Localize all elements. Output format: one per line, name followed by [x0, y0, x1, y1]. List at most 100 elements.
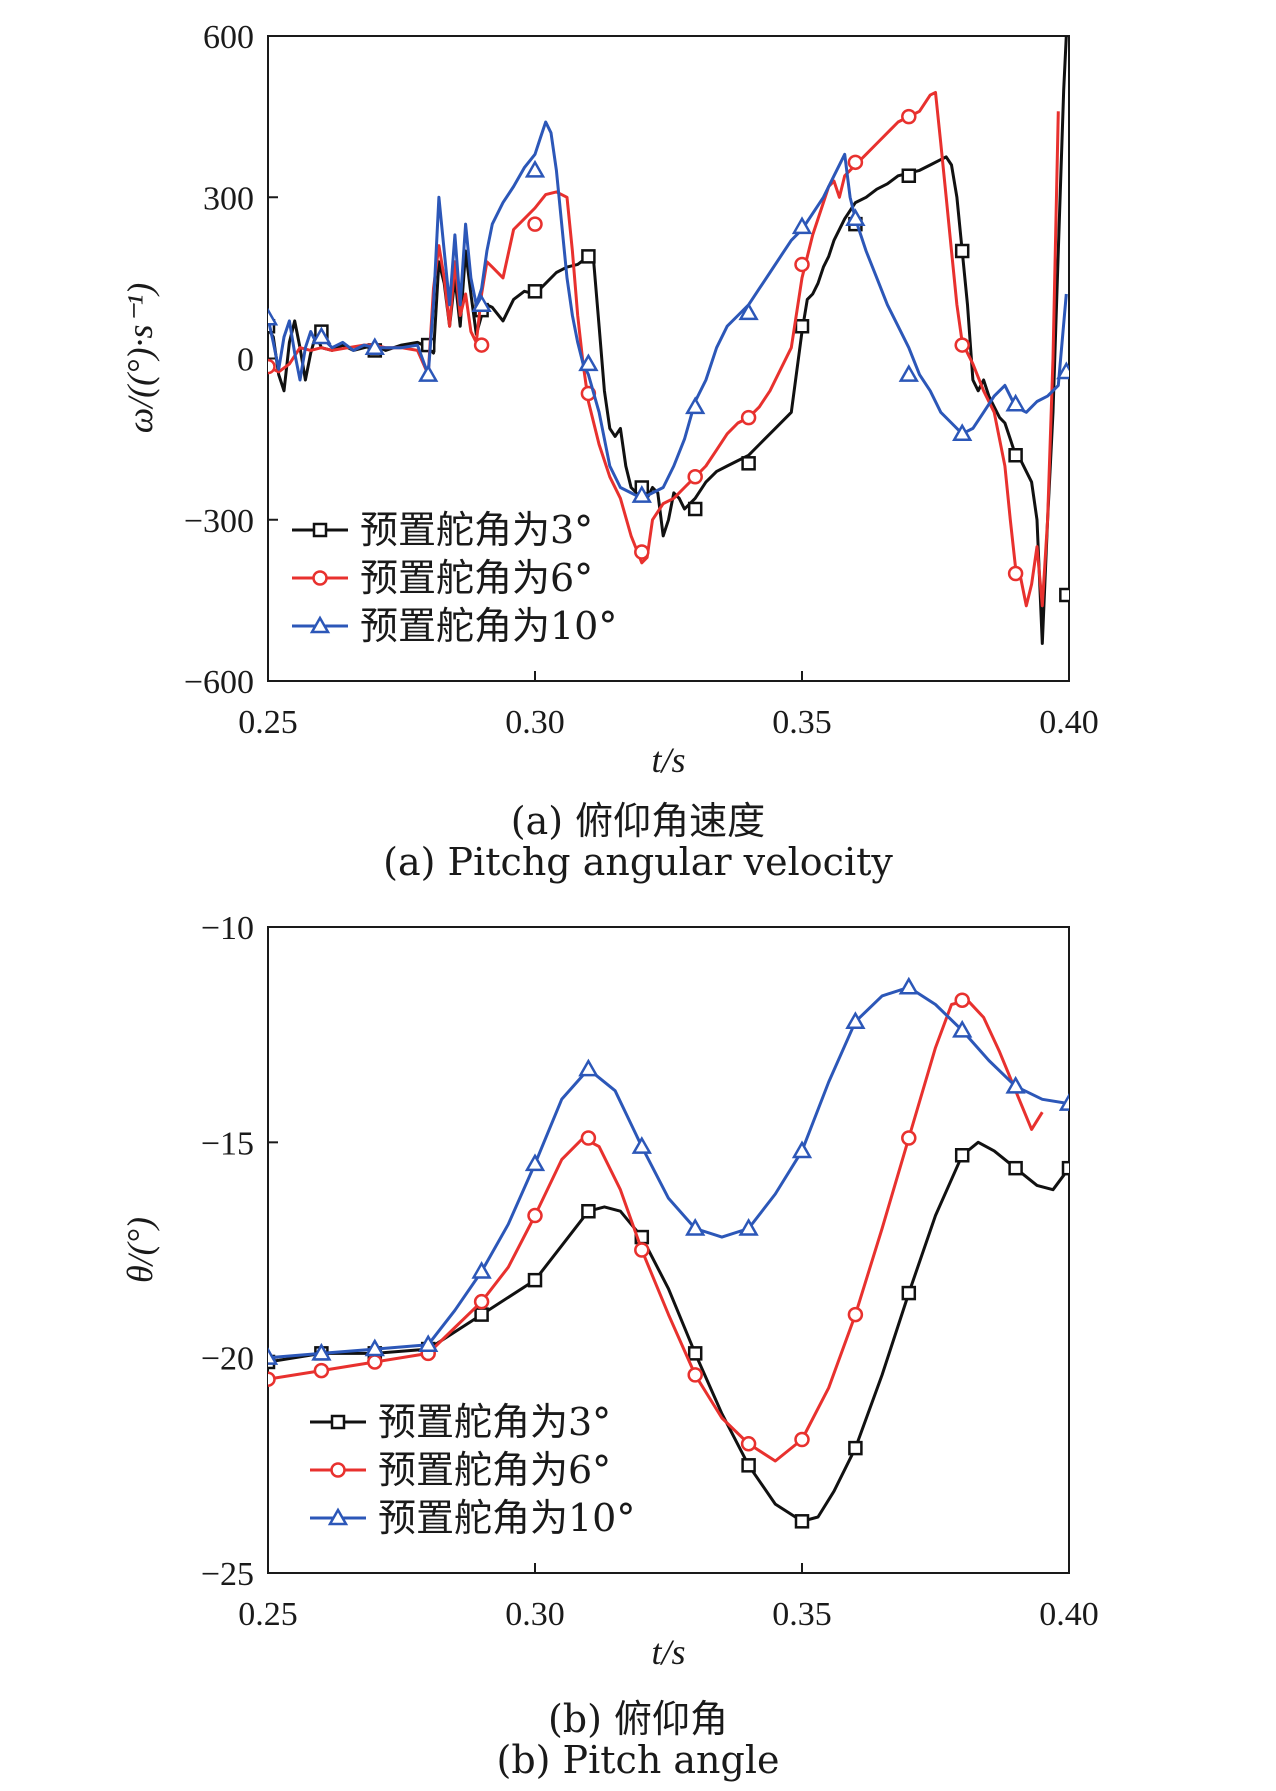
- x-tick-label: 0.40: [1039, 704, 1099, 741]
- marker-2: [1005, 393, 1026, 412]
- marker-2: [524, 159, 546, 178]
- series-line-2: [268, 985, 1069, 1360]
- marker-0: [848, 1440, 863, 1456]
- y-tick-label: −10: [201, 910, 254, 947]
- marker-2: [845, 1011, 866, 1029]
- marker-2: [952, 1019, 973, 1038]
- marker-2: [1056, 361, 1069, 380]
- y-tick-label: −600: [184, 664, 254, 701]
- series-line-0: [268, 1140, 1069, 1523]
- x-axis-label: t/s: [651, 1632, 685, 1672]
- marker-0: [1061, 1160, 1069, 1176]
- marker-2: [471, 1261, 492, 1279]
- series-group: [268, 36, 1069, 645]
- marker-2: [631, 1136, 652, 1154]
- marker-2: [1005, 1075, 1026, 1094]
- y-tick-label: −25: [201, 1556, 254, 1593]
- legend-label-2: 预置舵角为10°: [360, 604, 617, 648]
- marker-1: [954, 337, 970, 353]
- marker-0: [474, 1307, 489, 1322]
- marker-2: [578, 353, 599, 372]
- marker-2: [418, 1334, 439, 1352]
- marker-0: [741, 1458, 756, 1473]
- marker-2: [364, 337, 385, 355]
- series-line-1: [268, 998, 1044, 1463]
- marker-2: [952, 423, 973, 441]
- marker-0: [954, 1148, 970, 1163]
- plot-frame: [267, 926, 1070, 1574]
- legend-marker-0: [330, 1414, 346, 1430]
- marker-1: [687, 1367, 703, 1383]
- legend-label-1: 预置舵角为6°: [360, 556, 593, 600]
- x-tick-label: 0.30: [505, 1596, 565, 1633]
- marker-1: [634, 544, 650, 560]
- marker-2: [631, 485, 652, 503]
- marker-2: [418, 364, 439, 382]
- marker-1: [901, 108, 917, 125]
- legend-marker-1: [312, 570, 328, 586]
- x-tick-label: 0.35: [772, 1596, 832, 1633]
- marker-1: [740, 409, 757, 426]
- marker-1: [794, 256, 810, 273]
- y-tick-label: −300: [184, 503, 254, 540]
- marker-0: [954, 243, 970, 259]
- legend-label-1: 预置舵角为6°: [378, 1448, 611, 1492]
- marker-0: [794, 1514, 810, 1529]
- marker-1: [527, 1207, 543, 1224]
- marker-1: [367, 1354, 383, 1370]
- y-tick-label: 0: [237, 342, 254, 379]
- x-axis-label: t/s: [651, 740, 685, 780]
- marker-2: [311, 1342, 332, 1361]
- marker-2: [738, 302, 759, 321]
- marker-2: [471, 294, 492, 312]
- marker-0: [1008, 1160, 1023, 1176]
- marker-1: [527, 216, 543, 232]
- legend-marker-2: [327, 1507, 349, 1526]
- marker-2: [738, 1217, 759, 1236]
- marker-1: [268, 1371, 276, 1387]
- legend-marker-0: [312, 522, 328, 538]
- marker-1: [473, 1293, 490, 1310]
- marker-2: [1058, 1093, 1069, 1111]
- marker-1: [794, 1431, 810, 1448]
- y-tick-label: −15: [201, 1125, 254, 1162]
- marker-2: [268, 307, 279, 326]
- marker-0: [1059, 587, 1069, 603]
- marker-1: [580, 1130, 597, 1146]
- marker-0: [901, 168, 917, 183]
- y-axis-label: θ/(°): [120, 1217, 160, 1283]
- caption-a-en: (a) Pitchg angular velocity: [383, 840, 893, 884]
- series-line-2: [268, 120, 1068, 500]
- marker-2: [685, 1217, 706, 1236]
- y-axis-label: ω/((°)·s⁻¹): [120, 283, 160, 434]
- x-tick-label: 0.40: [1039, 1596, 1099, 1633]
- marker-1: [268, 358, 276, 375]
- y-tick-label: 300: [203, 180, 254, 217]
- marker-2: [845, 208, 866, 226]
- marker-0: [741, 456, 756, 471]
- marker-0: [1008, 448, 1023, 463]
- marker-0: [794, 319, 810, 334]
- caption-a-cn: (a) 俯仰角速度: [510, 799, 766, 843]
- plot-1: 0.25 0.30 0.35 0.40 −10 −15 −20 −25 t/s θ/(°) 预置舵角…: [120, 910, 1099, 1672]
- marker-2: [268, 1347, 279, 1365]
- marker-1: [740, 1436, 757, 1452]
- caption-b-en: (b) Pitch angle: [496, 1738, 780, 1782]
- y-tick-label: 600: [203, 19, 254, 56]
- legend-marker-2: [309, 615, 331, 634]
- marker-0: [581, 1203, 596, 1219]
- marker-2: [898, 364, 919, 382]
- marker-1: [954, 992, 970, 1008]
- marker-1: [901, 1130, 917, 1146]
- x-tick-label: 0.25: [238, 704, 298, 741]
- marker-2: [898, 976, 919, 995]
- caption-b-cn: (b) 俯仰角: [547, 1697, 729, 1741]
- marker-0: [901, 1285, 917, 1301]
- marker-0: [420, 337, 436, 353]
- marker-0: [687, 1346, 703, 1361]
- marker-2: [311, 326, 332, 345]
- marker-2: [578, 1058, 599, 1077]
- legend-marker-1: [330, 1462, 346, 1478]
- marker-2: [791, 1140, 813, 1159]
